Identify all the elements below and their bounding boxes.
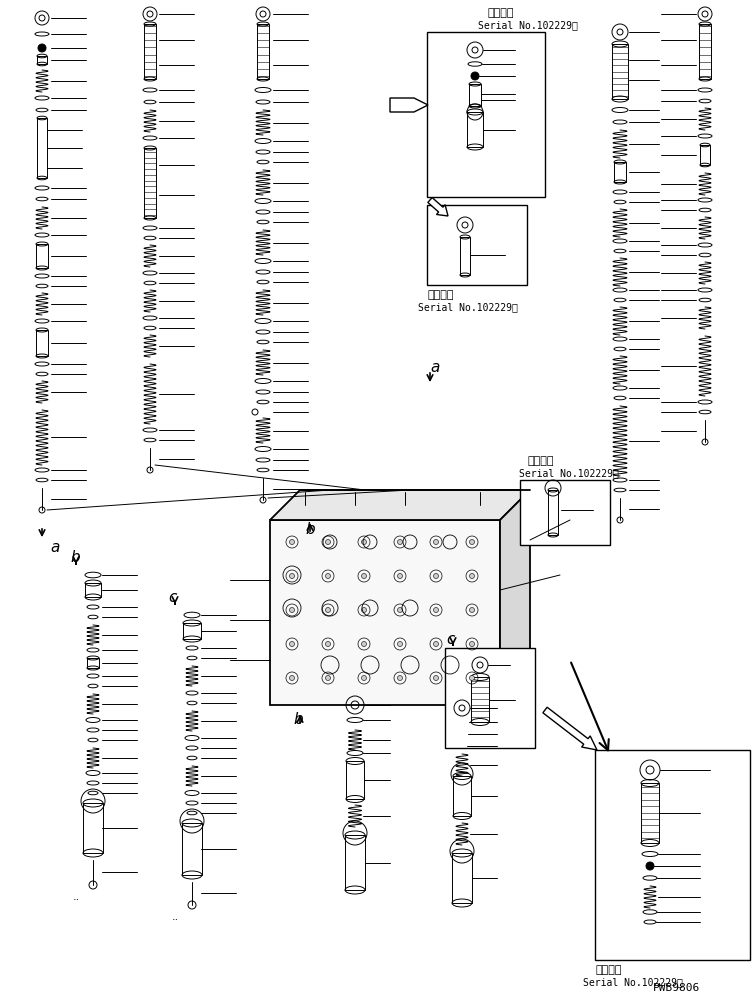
Circle shape [38,44,46,52]
Circle shape [325,642,331,647]
Bar [427,205,527,285]
Circle shape [362,676,366,680]
Text: b: b [293,712,303,728]
Bar [469,84,481,106]
FancyArrow shape [563,570,598,700]
Bar [641,783,659,843]
Text: ..: .. [73,892,80,902]
Bar [87,658,99,668]
Bar [36,330,48,356]
Text: ..: .. [172,912,179,922]
Circle shape [470,642,474,647]
Circle shape [470,607,474,612]
FancyArrow shape [543,707,597,750]
Circle shape [397,642,402,647]
Bar [612,44,628,99]
Text: PWB9806: PWB9806 [653,983,700,993]
Bar [548,490,558,535]
Bar [460,237,470,275]
Circle shape [325,574,331,578]
Text: b: b [305,522,315,538]
Circle shape [470,540,474,544]
Circle shape [433,607,439,612]
Bar [520,480,610,545]
Polygon shape [270,490,530,520]
Text: a: a [430,360,439,374]
Bar [83,803,103,853]
Text: 適用号機: 適用号機 [528,456,554,466]
Bar [467,112,483,147]
Bar [471,677,489,722]
Circle shape [471,72,479,80]
Polygon shape [500,490,530,705]
FancyArrow shape [390,98,428,112]
Circle shape [646,862,654,870]
Circle shape [397,676,402,680]
Circle shape [362,540,366,544]
Bar [37,56,47,64]
Text: 適用号機: 適用号機 [427,290,454,300]
Bar [182,823,202,875]
Bar [183,623,201,639]
Text: c: c [446,632,455,647]
FancyArrow shape [428,198,448,216]
Bar [346,761,364,799]
Circle shape [433,676,439,680]
Bar [257,24,269,79]
Circle shape [325,540,331,544]
Circle shape [433,642,439,647]
Bar [270,520,500,705]
Bar [37,118,47,178]
Text: a: a [50,540,60,556]
Bar [445,648,535,748]
Bar [144,148,156,218]
Circle shape [397,540,402,544]
Bar [700,145,710,165]
Bar [427,32,545,197]
Circle shape [470,676,474,680]
Bar [85,583,101,597]
Circle shape [397,574,402,578]
Circle shape [470,574,474,578]
Text: Serial No.102229～: Serial No.102229～ [519,468,619,478]
Circle shape [362,574,366,578]
Text: Serial No.102229～: Serial No.102229～ [478,20,578,30]
Circle shape [289,540,294,544]
Text: Serial No.102229～: Serial No.102229～ [583,977,683,987]
Circle shape [289,676,294,680]
Bar [144,24,156,79]
Bar [36,244,48,268]
Text: 適用号機: 適用号機 [487,8,513,18]
Circle shape [325,676,331,680]
Circle shape [289,574,294,578]
Bar [614,162,626,182]
Bar [345,835,365,890]
Text: b: b [70,550,79,566]
Circle shape [362,642,366,647]
Circle shape [325,607,331,612]
Bar [452,853,472,903]
Text: Serial No.102229～: Serial No.102229～ [418,302,518,312]
Circle shape [362,607,366,612]
Text: 適用号機: 適用号機 [595,965,621,975]
Circle shape [433,540,439,544]
Circle shape [289,642,294,647]
Circle shape [289,607,294,612]
Text: c: c [168,590,177,605]
Bar [699,24,711,79]
Bar [595,750,750,960]
Circle shape [433,574,439,578]
Bar [453,776,471,816]
Circle shape [397,607,402,612]
